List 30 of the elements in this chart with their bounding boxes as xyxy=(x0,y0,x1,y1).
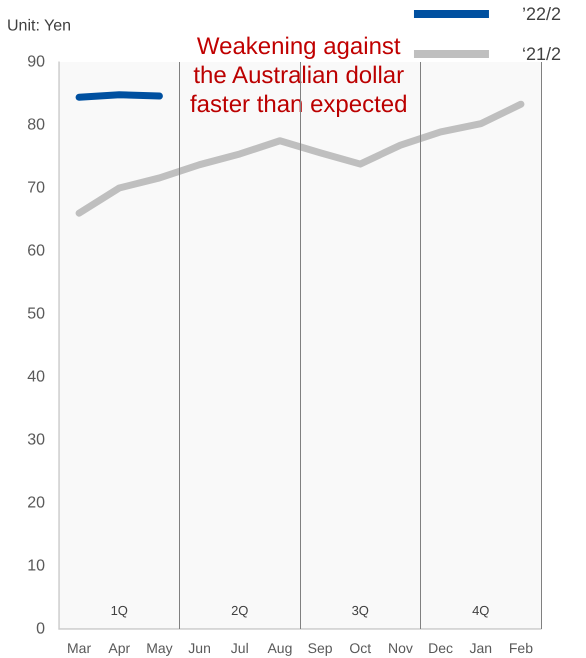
x-tick-label: Feb xyxy=(508,640,534,656)
x-tick-label: Dec xyxy=(428,640,454,656)
band-label: 2Q xyxy=(231,603,248,618)
y-tick-label: 60 xyxy=(27,242,46,260)
x-tick-label: Mar xyxy=(67,640,92,656)
band-label: 3Q xyxy=(352,603,369,618)
y-axis-title: Unit: Yen xyxy=(7,18,72,34)
y-tick-label: 40 xyxy=(27,368,46,386)
y-tick-label: 10 xyxy=(27,558,46,574)
band-label: 4Q xyxy=(472,603,490,618)
legend-label: ’22/2 xyxy=(522,4,562,24)
x-tick-label: Apr xyxy=(108,640,130,656)
band-label: 1Q xyxy=(110,603,128,618)
legend-label: ‘21/2 xyxy=(522,44,562,64)
x-tick-label: Oct xyxy=(349,640,372,656)
x-tick-label: Jun xyxy=(188,640,211,656)
x-tick-label: May xyxy=(146,640,173,656)
annotation: Weakening against the Australian dollar faster than expected xyxy=(190,33,408,118)
x-tick-label: Sep xyxy=(308,640,333,656)
y-tick-label: 20 xyxy=(27,494,46,512)
y-tick-label: 90 xyxy=(27,54,46,70)
y-tick-label: 0 xyxy=(36,620,46,638)
x-tick-label: Jan xyxy=(469,640,492,656)
y-tick-label: 50 xyxy=(27,306,46,322)
y-tick-label: 80 xyxy=(27,116,46,134)
x-tick-label: Jul xyxy=(230,640,249,656)
x-tick-label: Nov xyxy=(388,640,413,656)
y-tick-label: 30 xyxy=(27,432,46,448)
x-tick-label: Aug xyxy=(267,640,292,656)
y-tick-label: 70 xyxy=(27,180,46,196)
